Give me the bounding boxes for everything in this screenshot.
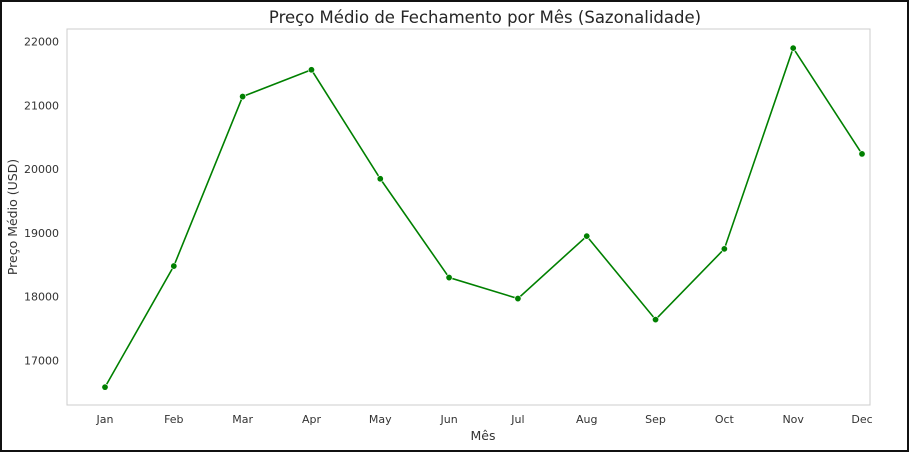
x-tick-label-may: May: [369, 413, 392, 426]
x-tick-label-apr: Apr: [302, 413, 322, 426]
y-tick-label-19000: 19000: [24, 227, 59, 240]
x-tick-labels: Jan Feb Mar Apr May Jun Jul Aug Sep Oct Nov Dec: [96, 413, 873, 426]
y-axis-label: Preço Médio (USD): [5, 159, 20, 275]
data-point-jan: [101, 383, 109, 391]
y-tick-label-20000: 20000: [24, 163, 59, 176]
plot-area: [66, 28, 871, 406]
y-tick-label-21000: 21000: [24, 99, 59, 112]
x-tick-label-feb: Feb: [164, 413, 183, 426]
data-point-aug: [583, 232, 591, 240]
x-axis-label: Mês: [471, 428, 496, 443]
data-point-jul: [514, 295, 522, 303]
x-tick-label-oct: Oct: [715, 413, 735, 426]
data-point-apr: [307, 66, 315, 74]
y-tick-label-17000: 17000: [24, 354, 59, 367]
x-tick-label-nov: Nov: [782, 413, 804, 426]
x-tick-label-jan: Jan: [96, 413, 114, 426]
y-tick-label-22000: 22000: [24, 36, 59, 49]
x-tick-label-dec: Dec: [851, 413, 872, 426]
y-tick-label-18000: 18000: [24, 291, 59, 304]
chart-title: Preço Médio de Fechamento por Mês (Sazon…: [269, 8, 701, 27]
data-point-sep: [652, 316, 660, 324]
data-point-oct: [720, 245, 728, 253]
x-tick-label-sep: Sep: [645, 413, 666, 426]
y-tick-labels: 17000 18000 19000 20000 21000 22000: [24, 36, 59, 368]
data-point-nov: [789, 44, 797, 52]
x-tick-label-jul: Jul: [510, 413, 524, 426]
data-point-may: [376, 175, 384, 183]
data-point-feb: [170, 262, 178, 270]
series-group: [101, 44, 866, 391]
x-tick-label-mar: Mar: [232, 413, 253, 426]
series-line-0: [104, 46, 863, 388]
data-point-mar: [239, 93, 247, 101]
x-tick-label-jun: Jun: [439, 413, 457, 426]
data-point-dec: [858, 150, 866, 158]
data-point-jun: [445, 274, 453, 282]
x-tick-label-aug: Aug: [576, 413, 597, 426]
